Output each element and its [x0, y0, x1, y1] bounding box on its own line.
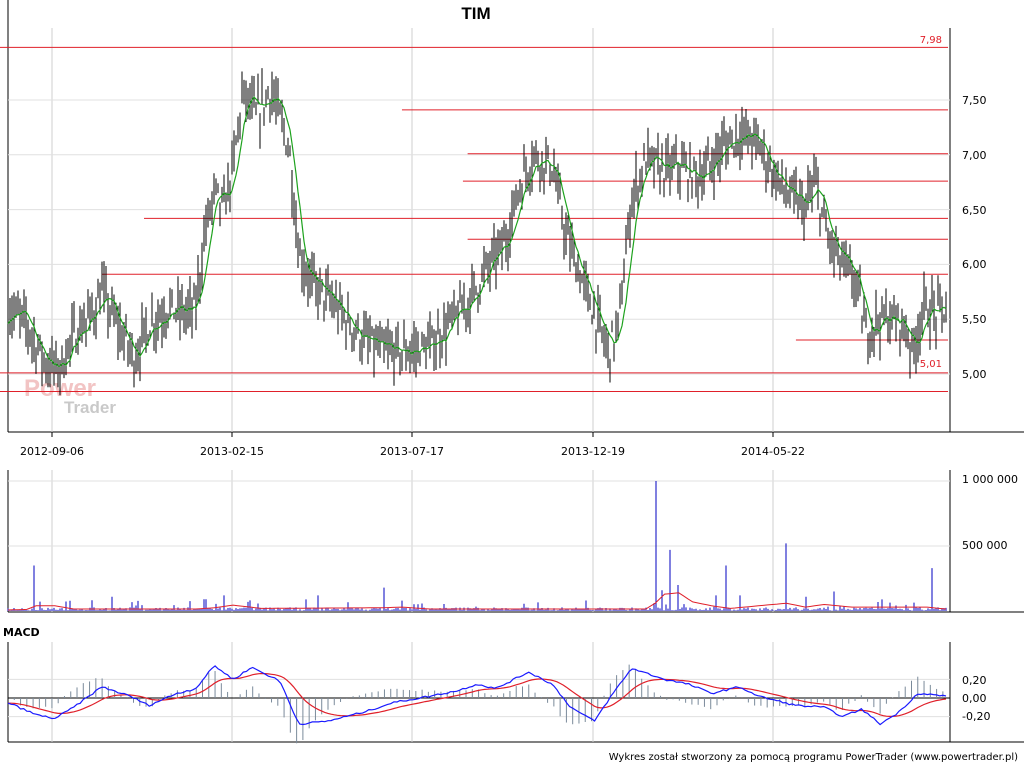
price-y-ticks: 5,00 5,50 6,00 6,50 7,00 7,50: [962, 94, 987, 381]
watermark-trader: Trader: [64, 398, 116, 417]
y-tick-label: 6,50: [962, 204, 987, 217]
y-tick-label: 7,50: [962, 94, 987, 107]
x-tick-label: 2014-05-22: [741, 445, 805, 458]
macd-tick-label: -0,20: [962, 710, 990, 723]
y-tick-label: 5,00: [962, 368, 987, 381]
level-label-high: 7,98: [920, 35, 942, 46]
price-panel: Power Trader 5,00 5,50 6,00 6,50 7,00 7,…: [0, 0, 1024, 458]
footer-credit: Wykres został stworzony za pomocą progra…: [609, 752, 1018, 763]
powertrader-watermark: Power Trader: [24, 375, 116, 417]
date-axis-labels: 2012-09-06 2013-02-15 2013-07-17 2013-12…: [20, 445, 805, 458]
x-tick-label: 2012-09-06: [20, 445, 84, 458]
level-label-low: 5,01: [920, 359, 942, 370]
volume-grid: [8, 470, 950, 612]
x-tick-label: 2013-12-19: [561, 445, 625, 458]
volume-panel: 1 000 000 500 000: [7, 470, 1024, 613]
x-tick-label: 2013-02-15: [200, 445, 264, 458]
volume-average-line: [7, 592, 947, 611]
price-grid: [8, 28, 950, 437]
volume-tick-label: 500 000: [962, 539, 1008, 552]
macd-tick-label: 0,00: [962, 692, 987, 705]
y-tick-label: 6,00: [962, 258, 987, 271]
chart-title: TIM: [461, 4, 490, 23]
macd-histogram: [13, 664, 944, 744]
moving-average-line: [7, 96, 947, 367]
macd-title: MACD: [3, 626, 40, 639]
y-tick-label: 5,50: [962, 313, 987, 326]
macd-grid: [8, 642, 950, 742]
macd-panel: MACD 0,20 0,00 -0,20: [3, 626, 1024, 744]
x-tick-label: 2013-07-17: [380, 445, 444, 458]
macd-tick-label: 0,20: [962, 674, 987, 687]
price-bars: [7, 68, 947, 396]
y-tick-label: 7,00: [962, 149, 987, 162]
macd-line: [7, 665, 947, 726]
volume-tick-label: 1 000 000: [962, 473, 1018, 486]
macd-signal-line: [7, 672, 947, 717]
